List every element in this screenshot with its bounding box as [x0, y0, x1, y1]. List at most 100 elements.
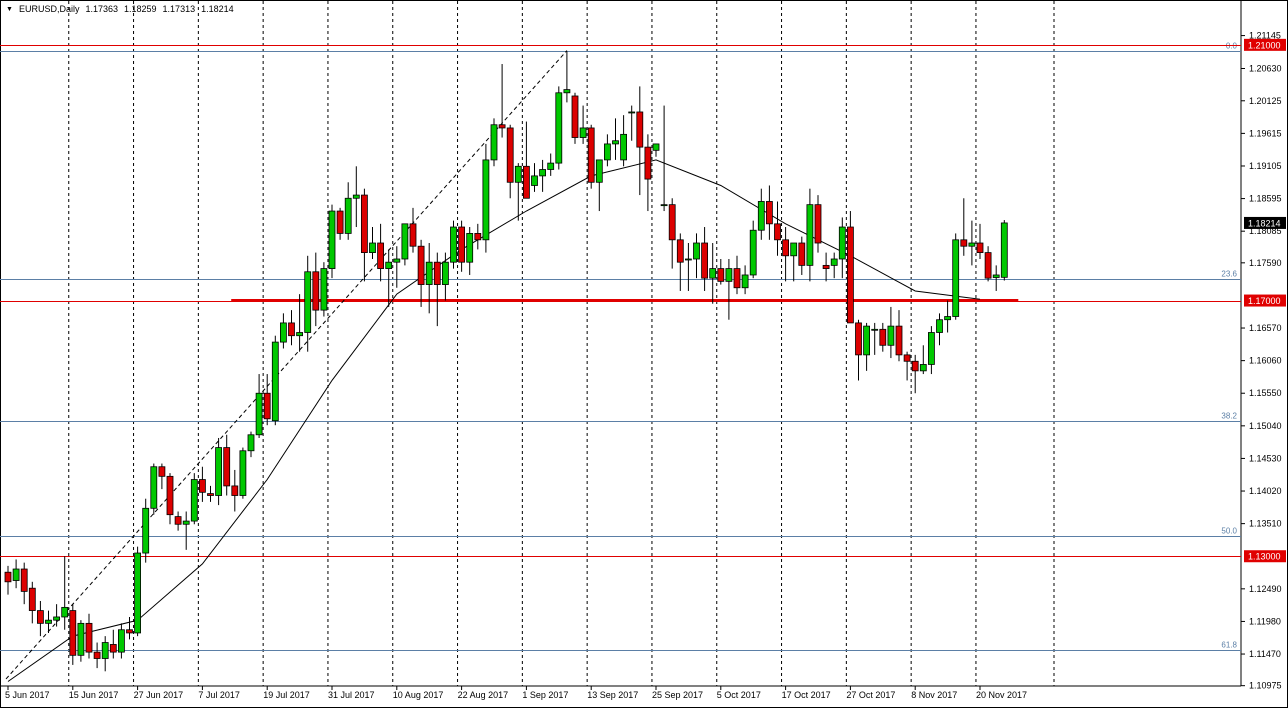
candle-body — [150, 466, 158, 509]
candle — [482, 143, 490, 253]
candle-body — [61, 606, 69, 618]
candle-body — [790, 242, 798, 257]
candle — [717, 258, 725, 285]
candle — [142, 498, 150, 563]
candle-body — [77, 622, 85, 656]
candle — [53, 604, 60, 627]
candle — [385, 249, 393, 307]
candle — [37, 600, 44, 637]
candle — [766, 185, 773, 240]
candle-body — [158, 466, 166, 477]
candle — [279, 313, 287, 349]
candle-body — [693, 242, 700, 260]
candle-body — [523, 165, 530, 199]
candle — [595, 159, 603, 212]
candle-body — [960, 239, 968, 247]
candle — [377, 223, 385, 282]
candle-body — [838, 226, 846, 260]
candle — [344, 182, 352, 240]
candle — [701, 227, 708, 291]
x-tick-label: 19 Jul 2017 — [263, 690, 310, 700]
y-tick-label: 1.18085 — [1249, 226, 1282, 236]
candle-body — [336, 210, 344, 234]
candle — [976, 223, 984, 259]
candle-body — [733, 268, 741, 289]
fib-level-label: 23.6 — [1221, 270, 1237, 279]
candle-body — [798, 242, 806, 266]
candle — [579, 105, 587, 144]
x-tick-label: 13 Sep 2017 — [587, 690, 638, 700]
candle-body — [806, 204, 814, 266]
candle-body — [587, 127, 595, 183]
candle-body — [417, 245, 425, 285]
candle-body — [936, 319, 943, 333]
candle-body — [101, 642, 109, 659]
candle-body — [20, 568, 28, 592]
candle — [263, 374, 271, 426]
candle-body — [320, 268, 328, 311]
candle-body — [207, 493, 214, 496]
candle — [555, 86, 563, 170]
candle-body — [822, 264, 830, 269]
candle — [919, 345, 927, 375]
candle-body — [279, 322, 287, 343]
x-tick-label: 5 Jun 2017 — [5, 690, 50, 700]
candle — [93, 642, 101, 669]
candle — [369, 227, 376, 259]
candle — [984, 246, 992, 282]
candle — [944, 300, 951, 333]
candle — [903, 351, 911, 381]
candle — [441, 252, 449, 301]
candle — [741, 265, 749, 295]
candle-body — [547, 162, 555, 170]
current-price-box — [1244, 216, 1286, 229]
candle-body — [903, 354, 911, 362]
level-price-label: 1.17000 — [1248, 296, 1281, 306]
candle-body — [701, 242, 708, 279]
candle — [604, 134, 611, 167]
y-tick-label: 1.11470 — [1249, 649, 1281, 659]
level-price-box — [1244, 294, 1286, 307]
candle — [693, 233, 700, 279]
candle-body — [741, 274, 749, 289]
candle — [134, 546, 142, 637]
x-tick-label: 10 Aug 2017 — [393, 690, 444, 700]
candle-body — [563, 89, 571, 94]
candle — [523, 121, 530, 199]
y-tick-label: 1.17590 — [1249, 258, 1282, 268]
moving-average-line — [7, 159, 981, 682]
candle — [911, 354, 919, 394]
candle — [652, 143, 660, 157]
y-tick-label: 1.19615 — [1249, 128, 1282, 138]
candle-body — [830, 258, 838, 266]
x-tick-label: 25 Sep 2017 — [652, 690, 703, 700]
y-tick-label: 1.11980 — [1249, 616, 1281, 626]
candle-body — [45, 619, 52, 624]
candle-body — [385, 261, 393, 269]
candle-body — [774, 223, 781, 241]
chart-menu-icon[interactable]: ▼ — [6, 5, 13, 13]
candle-body — [296, 332, 304, 337]
candle-body — [28, 587, 36, 611]
candle — [757, 188, 765, 240]
x-tick-label: 31 Jul 2017 — [328, 690, 375, 700]
candle — [620, 115, 627, 167]
candle — [118, 623, 125, 659]
candle-body — [976, 242, 984, 253]
candle — [774, 201, 781, 256]
fib-trend-line — [5, 50, 568, 680]
candle-body — [506, 127, 514, 183]
candle-body — [636, 111, 644, 148]
candle-body — [944, 316, 951, 321]
level-price-label: 1.21000 — [1248, 40, 1281, 50]
candle-body — [223, 447, 231, 487]
candle — [506, 124, 514, 199]
candle-body — [352, 194, 360, 199]
candle-body — [676, 239, 684, 263]
candle — [474, 223, 482, 250]
candle — [587, 124, 595, 189]
candle-body — [344, 197, 352, 234]
candle-body — [126, 629, 133, 634]
candle — [660, 105, 668, 212]
